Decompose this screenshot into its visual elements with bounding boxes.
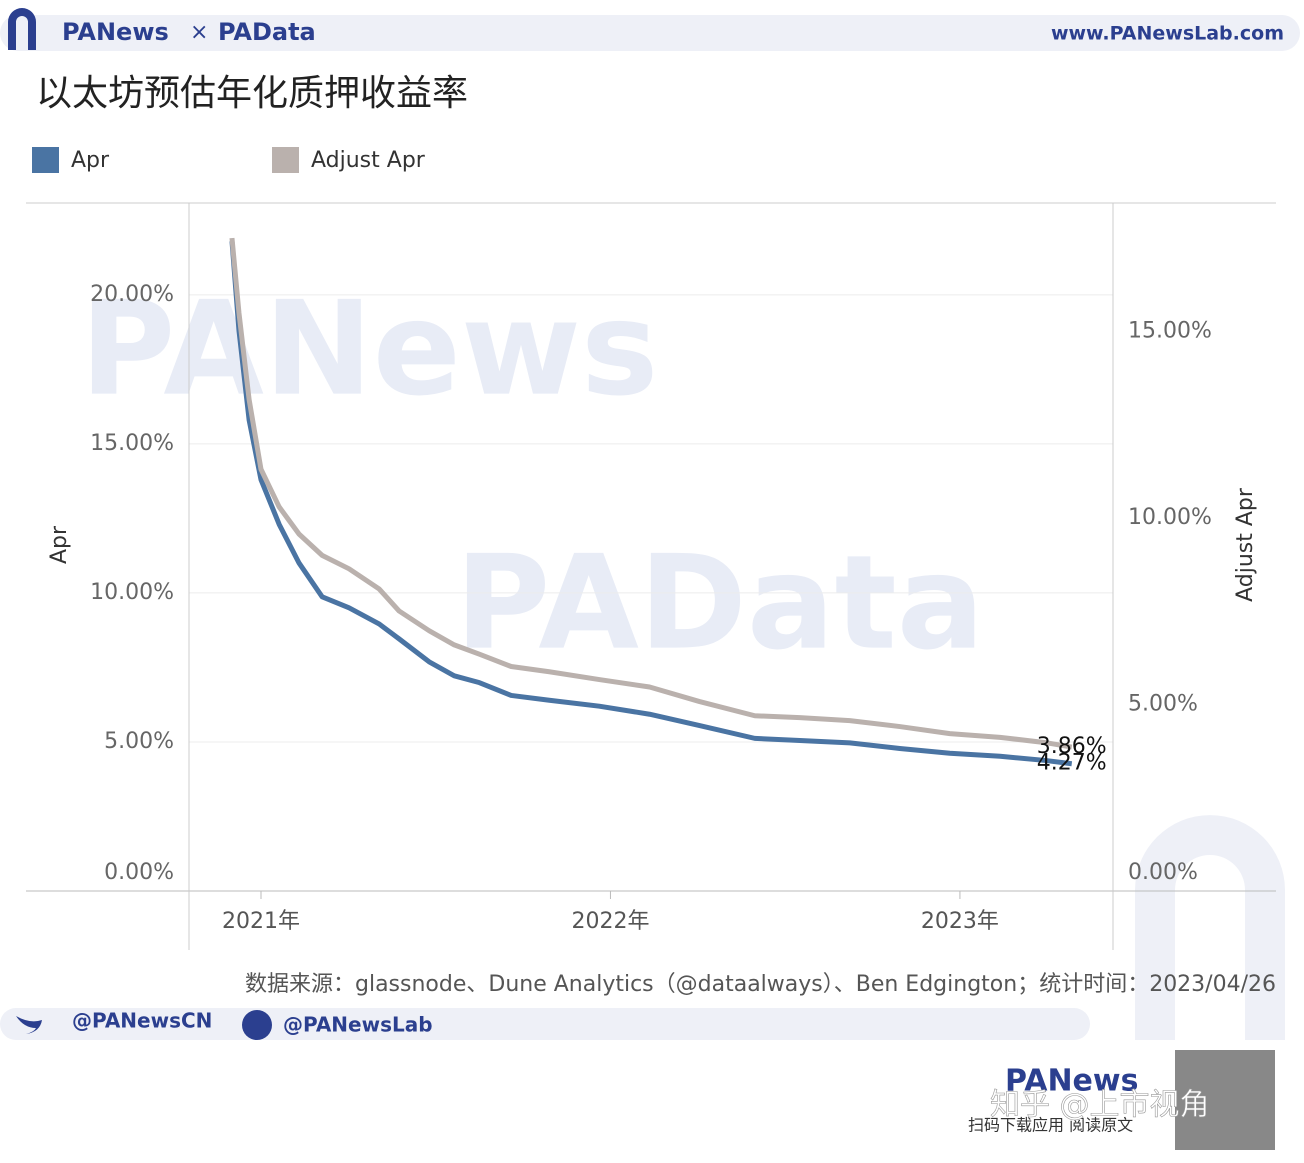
data-label: 3.86% (1037, 734, 1107, 759)
y-tick-label: 10.00% (90, 580, 174, 605)
watermark: PANews (80, 273, 658, 425)
y2-axis-title: Adjust Apr (1233, 487, 1258, 602)
watermark-logo (1135, 815, 1285, 1040)
y-tick-label: 0.00% (104, 860, 174, 885)
y2-tick-label: 5.00% (1128, 692, 1198, 717)
brand-right: PAData (218, 18, 316, 46)
watermark: PAData (455, 527, 984, 679)
twitter-icon (16, 1016, 42, 1034)
app-brand: PANews (1005, 1064, 1138, 1099)
footer-band (0, 1008, 1090, 1040)
y-tick-label: 5.00% (104, 729, 174, 754)
source: 数据来源：glassnode、Dune Analytics（@dataalway… (245, 972, 1276, 997)
x-tick-label: 2021年 (222, 909, 300, 934)
legend-swatch (32, 147, 59, 173)
y2-tick-label: 15.00% (1128, 319, 1212, 344)
logo (8, 8, 36, 50)
brand-sep: × (190, 20, 208, 45)
series-line (229, 240, 1073, 767)
brand-left: PANews (62, 18, 169, 46)
legend-swatch (272, 147, 299, 173)
x-tick-label: 2022年 (571, 909, 649, 934)
series-line (229, 237, 1073, 750)
twitter: @PANewsCN (72, 1009, 212, 1033)
legend-label: Apr (71, 148, 110, 173)
legend-label: Adjust Apr (311, 148, 426, 173)
y-tick-label: 20.00% (90, 282, 174, 307)
chart-title: 以太坊预估年化质押收益率 (36, 73, 468, 114)
url: www.PANewsLab.com (1051, 23, 1284, 45)
qr-code (1175, 1050, 1275, 1150)
y2-tick-label: 0.00% (1128, 860, 1198, 885)
app-caption: 扫码下载应用 阅读原文 (968, 1116, 1133, 1135)
y-axis-title: Apr (47, 525, 72, 564)
header-band (0, 15, 1300, 51)
data-label: 4.27% (1037, 751, 1107, 776)
y-tick-label: 15.00% (90, 431, 174, 456)
facebook: @PANewsLab (283, 1013, 433, 1037)
overlay: 知乎 @上市视角 (990, 1088, 1210, 1123)
y2-tick-label: 10.00% (1128, 505, 1212, 530)
facebook-icon (242, 1010, 272, 1040)
x-tick-label: 2023年 (921, 909, 999, 934)
